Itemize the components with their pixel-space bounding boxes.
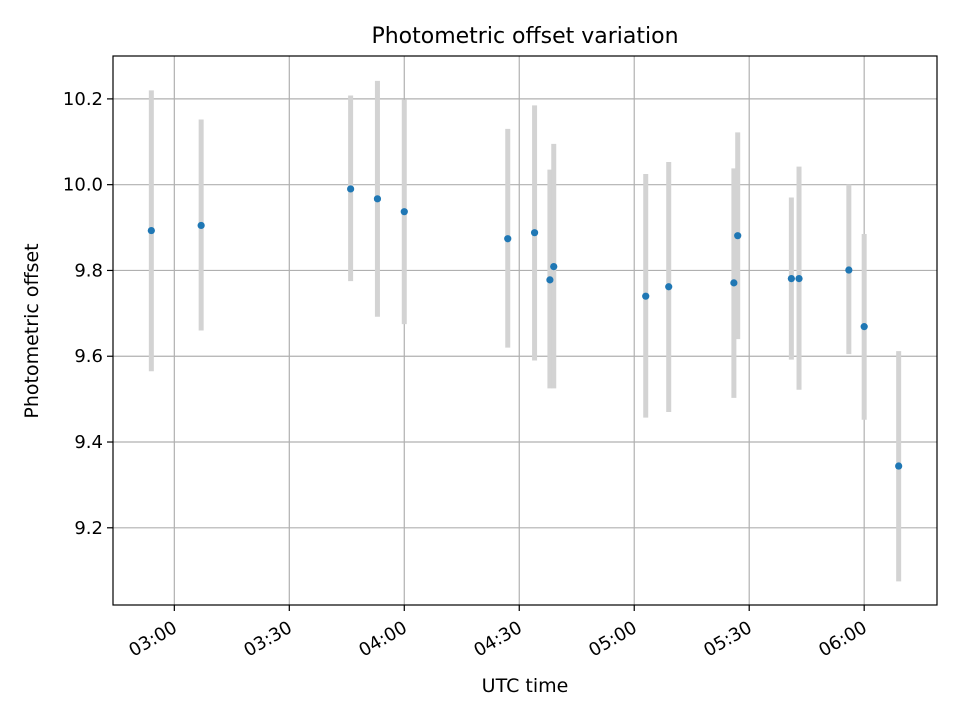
data-point [860, 323, 868, 331]
data-point [787, 275, 795, 283]
data-point [347, 185, 355, 193]
y-tick-label: 9.2 [74, 518, 103, 539]
data-point [795, 275, 803, 283]
y-tick-label: 10.0 [63, 175, 103, 196]
y-tick-label: 9.4 [74, 432, 103, 453]
plot-frame [112, 55, 938, 606]
point-layer [147, 185, 903, 470]
x-axis-label: UTC time [482, 675, 569, 697]
data-point [546, 276, 554, 284]
y-tick-label: 9.8 [74, 260, 103, 281]
chart-title: Photometric offset variation [371, 24, 678, 49]
y-tick-label: 9.6 [74, 346, 103, 367]
y-tick-label: 10.2 [63, 89, 103, 110]
data-point [845, 266, 853, 274]
data-point [665, 283, 673, 291]
data-point [504, 235, 512, 243]
data-point [642, 292, 650, 300]
data-point [373, 195, 382, 203]
y-axis-label: Photometric offset [21, 243, 43, 418]
data-point [895, 462, 903, 470]
data-point [530, 229, 539, 237]
data-point [734, 232, 742, 240]
data-point [730, 279, 738, 287]
data-point [147, 226, 155, 235]
data-point [400, 208, 408, 216]
data-point [197, 221, 205, 230]
data-point [550, 262, 558, 271]
